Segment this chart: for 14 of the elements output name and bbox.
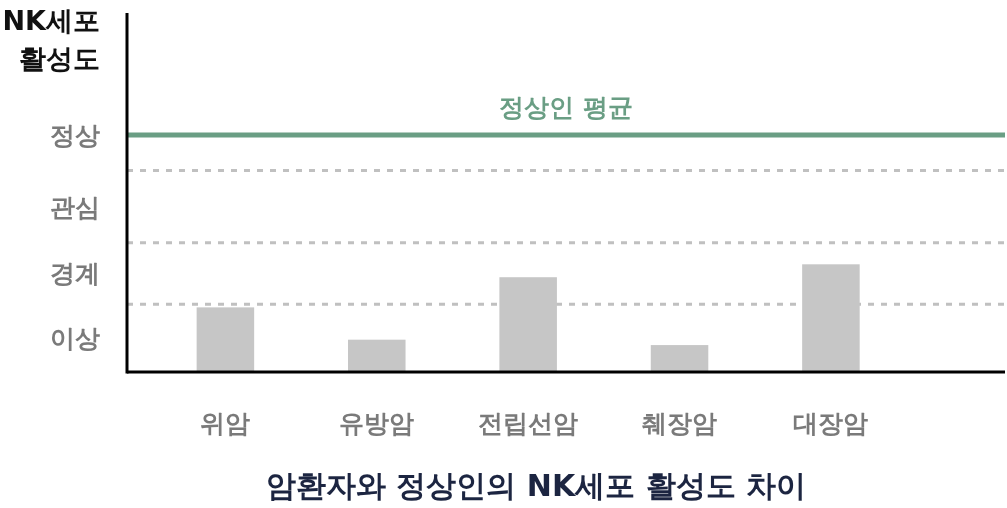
- bar: [650, 345, 709, 372]
- text: NK세포 활성도: [2, 5, 100, 74]
- bar: [348, 339, 406, 372]
- x-tick-label: 전립선암: [478, 409, 579, 438]
- text: 경계: [50, 259, 100, 289]
- x-tick-label: 대장암: [793, 409, 869, 438]
- text: 이상: [50, 324, 100, 354]
- text: 관심: [50, 192, 100, 222]
- ref-line-label: 정상인 평균: [499, 93, 633, 123]
- text: 암환자와 정상인의 NK세포 활성도 차이: [265, 468, 807, 503]
- x-tick-label: 췌장암: [642, 409, 718, 438]
- x-tick-label: 유방암: [339, 409, 415, 438]
- text: 정상: [50, 121, 100, 151]
- x-tick-label: 위암: [200, 409, 251, 438]
